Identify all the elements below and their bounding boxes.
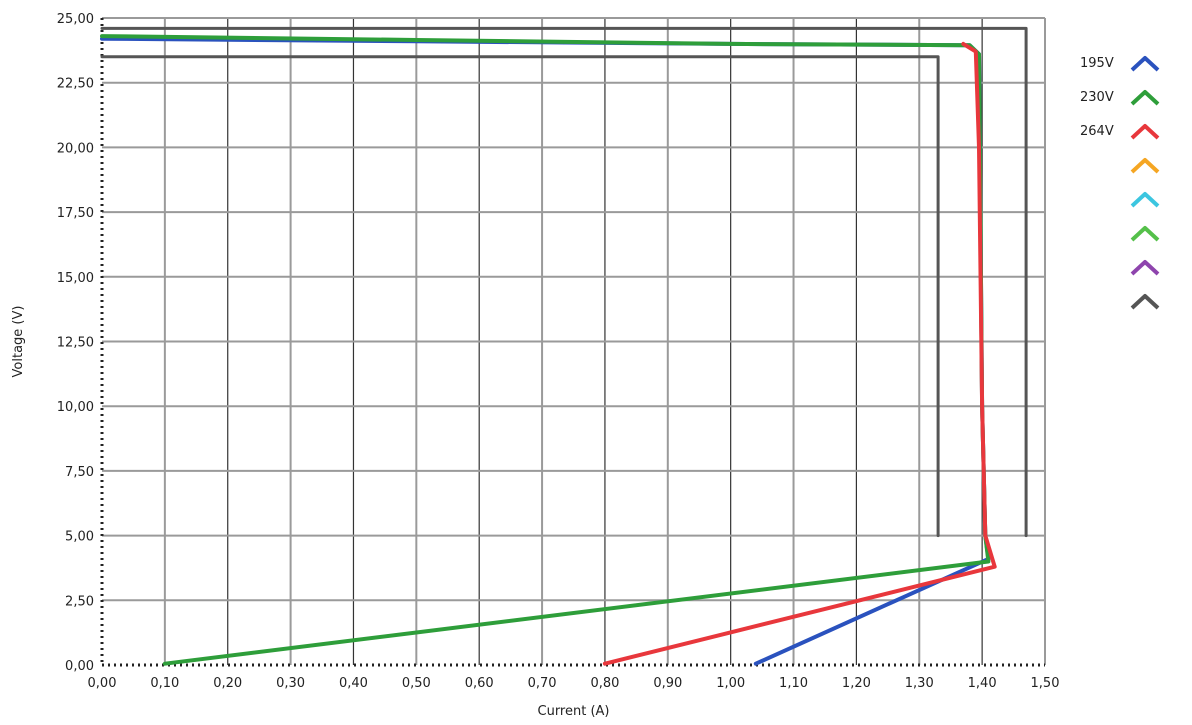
x-tick-label: 0,90 [653, 676, 682, 691]
x-tick-label: 0,80 [590, 676, 619, 691]
legend-marker-icon [1130, 90, 1160, 106]
y-tick-label: 12,50 [57, 336, 94, 351]
x-tick-label: 0,00 [88, 676, 117, 691]
legend: 195V 230V 264V [1080, 56, 1160, 310]
x-tick-label: 1,20 [842, 676, 871, 691]
y-tick-label: 7,50 [65, 465, 94, 480]
y-tick-label: 22,50 [57, 77, 94, 92]
grid [102, 17, 1046, 665]
x-tick-label: 0,20 [213, 676, 242, 691]
series-line-1 [100, 34, 991, 666]
x-tick-label: 0,30 [276, 676, 305, 691]
axes: 0,00 0,10 0,20 0,30 0,40 0,50 0,60 0,70 0,80 0,90… [57, 12, 1060, 691]
y-tick-label: 15,00 [57, 271, 94, 286]
y-tick-label: 10,00 [57, 400, 94, 415]
x-tick-label: 0,40 [339, 676, 368, 691]
x-tick-label: 1,40 [968, 676, 997, 691]
legend-marker-icon [1130, 158, 1160, 174]
x-tick-label: 0,50 [402, 676, 431, 691]
y-tick-label: 2,50 [65, 594, 94, 609]
series-line-8 [100, 55, 940, 538]
x-tick-label: 0,60 [465, 676, 494, 691]
legend-label: 230V [1080, 90, 1114, 105]
x-axis-label: Current (A) [538, 704, 610, 719]
legend-marker-icon [1130, 124, 1160, 140]
y-tick-label: 5,00 [65, 530, 94, 545]
x-tick-label: 1,10 [779, 676, 808, 691]
x-tick-label: 1,30 [905, 676, 934, 691]
legend-label: 195V [1080, 56, 1114, 71]
series-line-2 [602, 41, 997, 666]
legend-marker-icon [1130, 226, 1160, 242]
y-tick-label: 0,00 [65, 659, 94, 674]
x-tick-label: 1,50 [1031, 676, 1060, 691]
x-tick-label: 0,10 [150, 676, 179, 691]
series-line-0 [100, 36, 991, 666]
legend-marker-icon [1130, 260, 1160, 276]
legend-marker-icon [1130, 294, 1160, 310]
y-tick-label: 20,00 [57, 141, 94, 156]
y-axis-label: Voltage (V) [11, 306, 26, 378]
legend-marker-icon [1130, 56, 1160, 72]
legend-label: 264V [1080, 124, 1114, 139]
x-tick-label: 0,70 [528, 676, 557, 691]
y-tick-label: 17,50 [57, 206, 94, 221]
series-layer [100, 26, 1028, 666]
legend-marker-icon [1130, 192, 1160, 208]
y-tick-label: 25,00 [57, 12, 94, 27]
series-line-7 [100, 26, 1028, 538]
x-tick-label: 1,00 [716, 676, 745, 691]
